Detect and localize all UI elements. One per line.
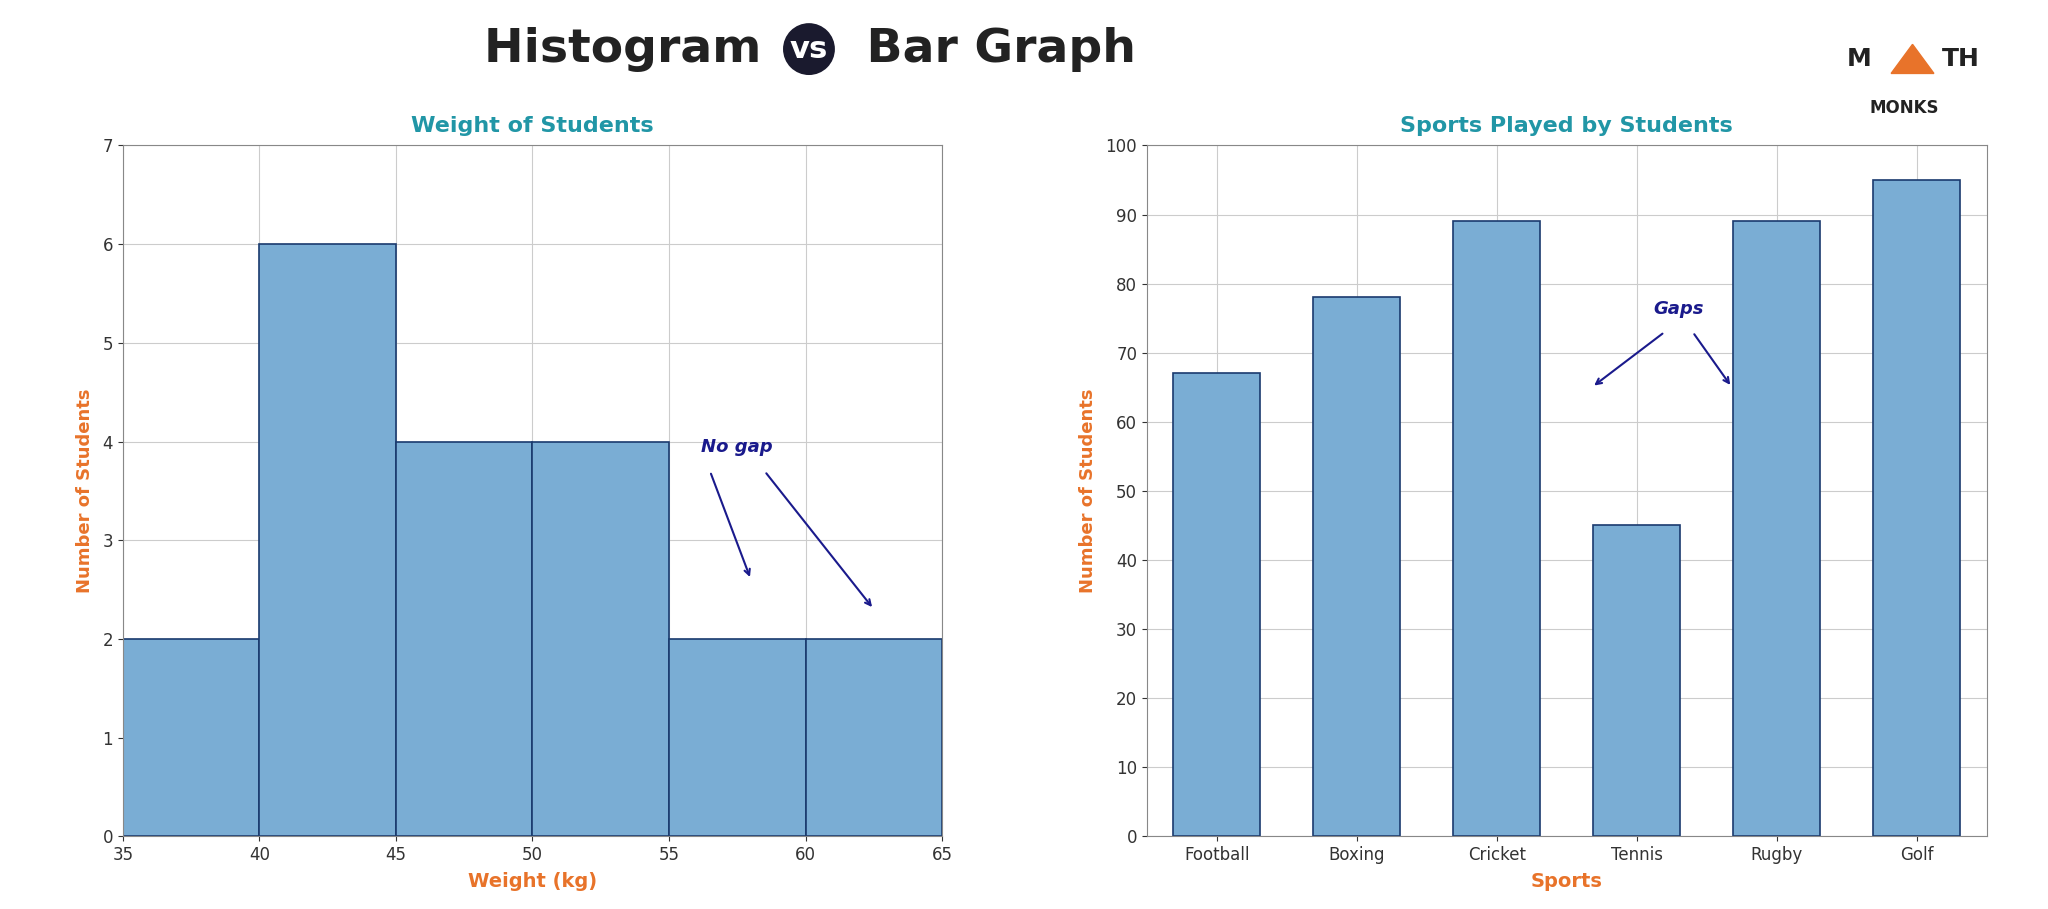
Title: Sports Played by Students: Sports Played by Students (1401, 115, 1733, 135)
Y-axis label: Number of Students: Number of Students (76, 389, 94, 593)
X-axis label: Sports: Sports (1530, 873, 1604, 892)
Text: TH: TH (1942, 47, 1980, 71)
Bar (1733, 222, 1821, 836)
Bar (1313, 297, 1401, 836)
Text: M: M (1847, 47, 1872, 71)
Polygon shape (1890, 45, 1933, 74)
Text: vs: vs (791, 35, 827, 64)
Text: Gaps: Gaps (1653, 300, 1704, 318)
Text: No gap: No gap (702, 438, 772, 456)
Text: Bar Graph: Bar Graph (850, 26, 1137, 72)
Bar (123, 639, 260, 836)
Bar (1874, 180, 1960, 836)
Y-axis label: Number of Students: Number of Students (1079, 389, 1098, 593)
Bar (1454, 222, 1540, 836)
X-axis label: Weight (kg): Weight (kg) (467, 873, 598, 892)
Bar (395, 442, 532, 836)
Text: Histogram: Histogram (485, 26, 778, 72)
Bar (1593, 525, 1679, 836)
Bar (532, 442, 670, 836)
Bar (670, 639, 805, 836)
Title: Weight of Students: Weight of Students (412, 115, 653, 135)
Bar (1174, 374, 1260, 836)
Bar (805, 639, 942, 836)
Bar (260, 245, 395, 836)
Text: MONKS: MONKS (1870, 99, 1939, 117)
